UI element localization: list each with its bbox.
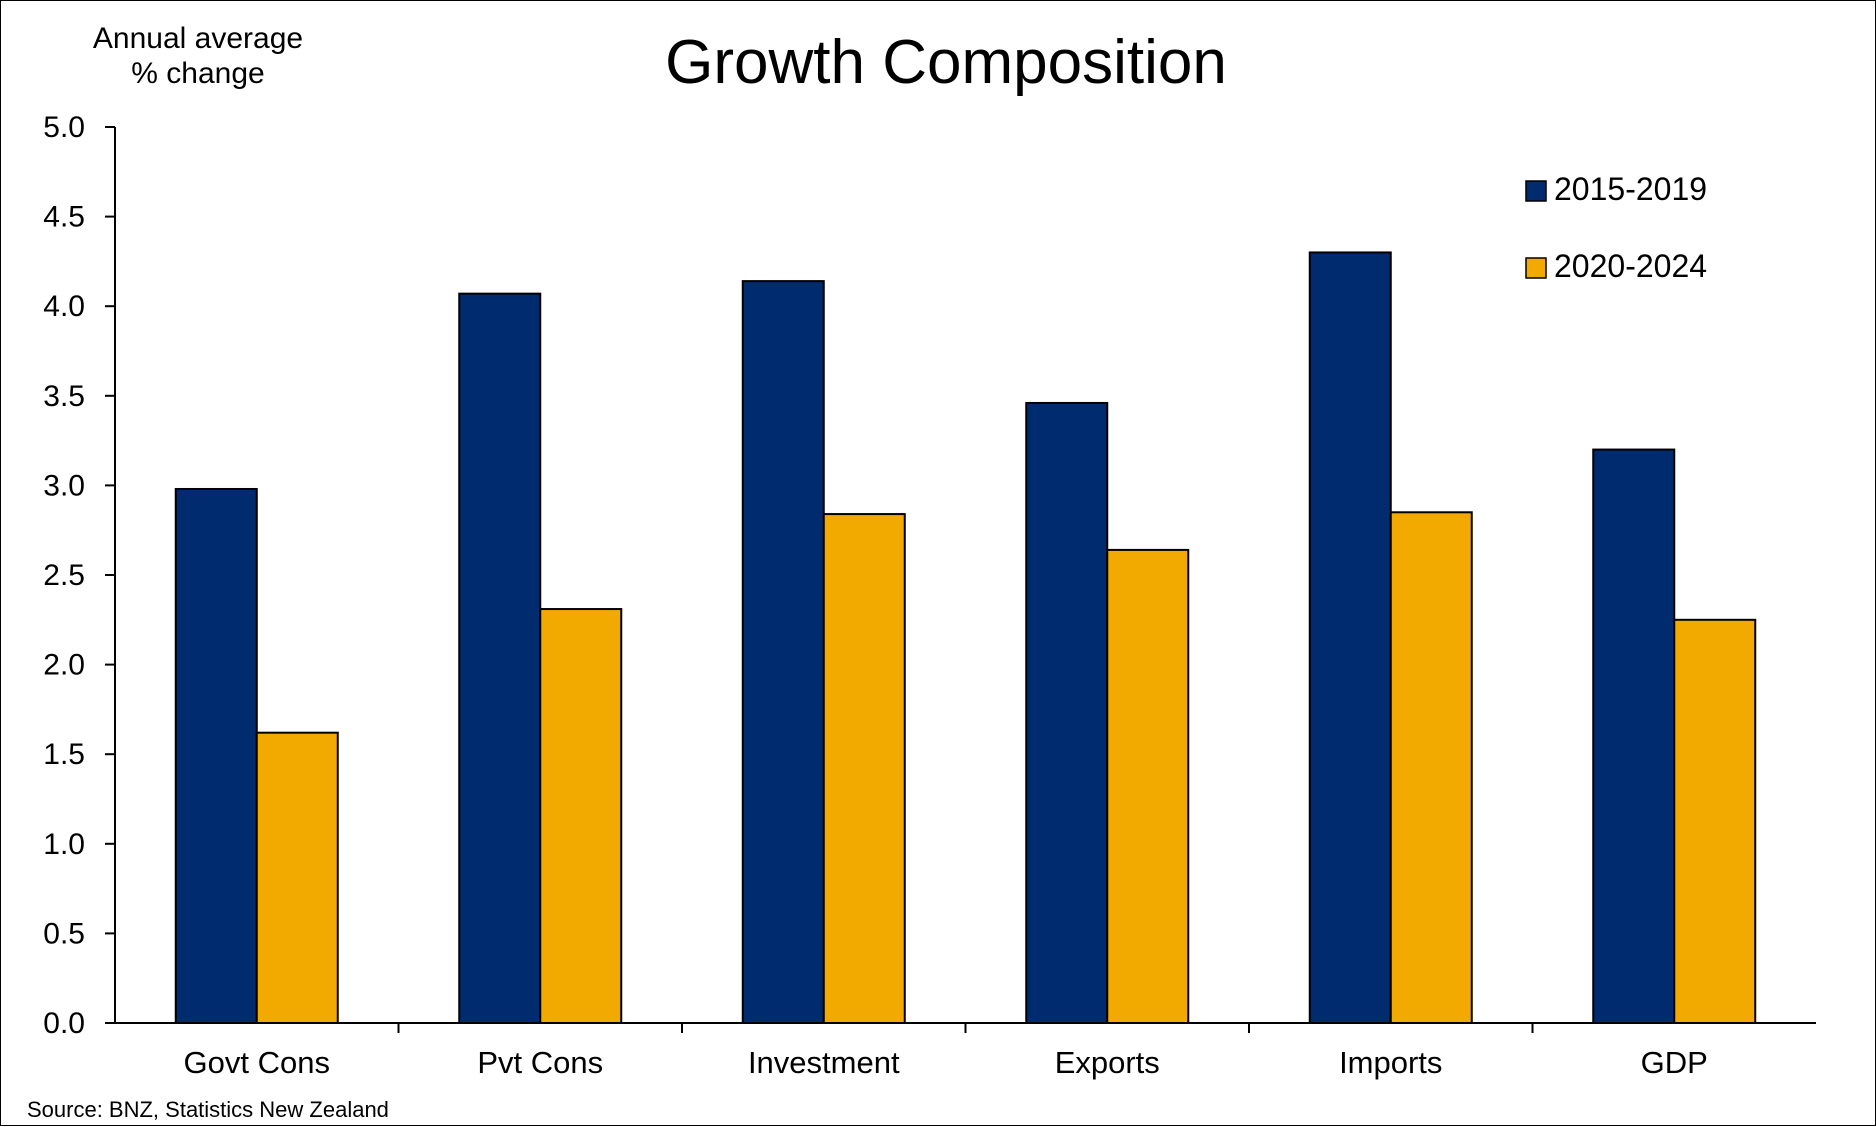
bar-exports-2020-2024: [1106, 548, 1190, 1024]
bar-gdp-2020-2024: [1673, 618, 1757, 1024]
x-category-label: Govt Cons: [184, 1045, 330, 1080]
legend: 2015-2019 2020-2024: [1525, 171, 1707, 284]
bar-gdp-2015-2019: [1592, 448, 1676, 1024]
bar-govt-cons-2020-2024: [255, 731, 339, 1024]
bar-govt-cons-2015-2019: [174, 487, 258, 1024]
x-category-label: Investment: [748, 1045, 900, 1080]
x-category-label: Exports: [1055, 1045, 1160, 1080]
y-tick-label: 2.0: [43, 649, 85, 682]
y-tick-label: 5.0: [43, 111, 85, 144]
bar-imports-2015-2019: [1308, 251, 1392, 1024]
y-axis-label-line-1: Annual average: [93, 22, 303, 55]
y-tick-label: 4.0: [43, 290, 85, 323]
y-tick-label: 4.5: [43, 201, 85, 234]
bar-investment-2020-2024: [822, 513, 906, 1025]
legend-label: 2015-2019: [1554, 171, 1707, 207]
x-category-label: GDP: [1641, 1045, 1708, 1080]
bar-investment-2015-2019: [741, 280, 825, 1024]
y-tick-label: 1.5: [43, 738, 85, 771]
legend-label: 2020-2024: [1554, 248, 1707, 284]
bars: [174, 251, 1757, 1025]
y-tick-label: 0.5: [43, 917, 85, 950]
bar-exports-2015-2019: [1025, 401, 1109, 1024]
legend-swatch: [1525, 180, 1547, 202]
y-axis-label-line-2: % change: [131, 57, 264, 90]
y-tick-label: 1.0: [43, 828, 85, 861]
y-tick-label: 0.0: [43, 1007, 85, 1040]
bar-imports-2020-2024: [1389, 511, 1473, 1024]
x-category-label: Imports: [1339, 1045, 1442, 1080]
x-axis-categories: Govt Cons Pvt Cons Investment Exports Import…: [184, 1023, 1708, 1080]
chart-title: Growth Composition: [665, 28, 1227, 97]
bar-pvt-cons-2015-2019: [458, 292, 542, 1024]
y-tick-label: 2.5: [43, 559, 85, 592]
y-tick-label: 3.0: [43, 469, 85, 502]
y-axis-ticks: 0.0 0.5 1.0 1.5 2.0 2.5 3.0 3.5 4.0 4.5 5.0: [43, 111, 115, 1040]
x-category-label: Pvt Cons: [477, 1045, 603, 1080]
source-note: Source: BNZ, Statistics New Zealand: [27, 1097, 389, 1122]
y-tick-label: 3.5: [43, 380, 85, 413]
legend-swatch: [1525, 257, 1547, 279]
bar-pvt-cons-2020-2024: [539, 608, 623, 1024]
